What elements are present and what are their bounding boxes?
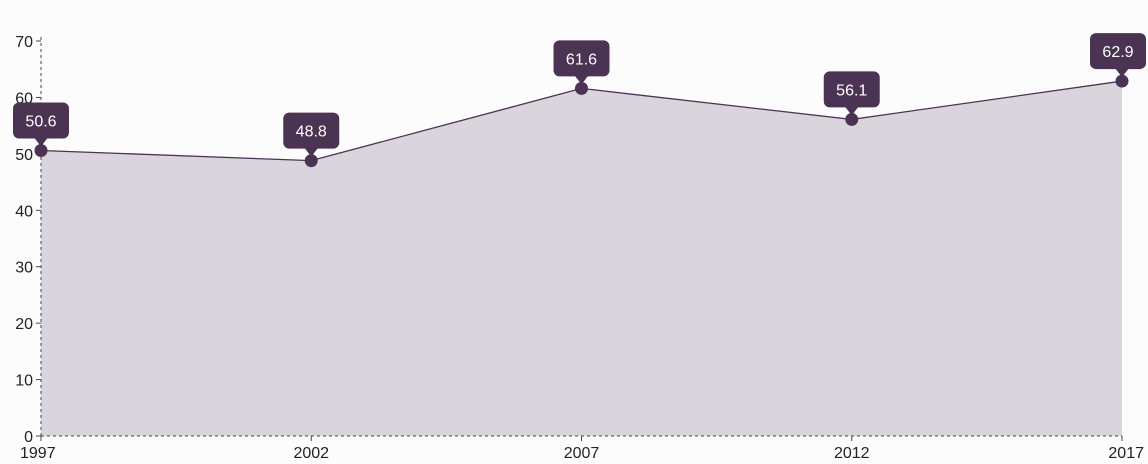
y-tick-label: 50 — [15, 147, 33, 164]
y-tick-label: 10 — [15, 373, 33, 390]
data-label-box — [13, 102, 69, 139]
data-point — [575, 81, 588, 95]
data-label: 62.9 — [1102, 44, 1133, 61]
data-label-callout: 48.8 — [283, 112, 340, 157]
data-label: 61.6 — [566, 51, 597, 68]
data-label: 56.1 — [836, 82, 867, 99]
data-label-box — [823, 71, 880, 108]
data-point — [304, 154, 318, 168]
y-tick-label: 40 — [15, 203, 33, 220]
x-tick-label: 2002 — [293, 445, 329, 462]
data-label-callout: 50.6 — [13, 102, 69, 147]
data-label: 48.8 — [296, 124, 327, 141]
data-point — [1115, 74, 1129, 88]
x-tick-label: 2012 — [834, 445, 870, 462]
data-label-pointer — [574, 75, 589, 85]
x-tick-label: 2007 — [564, 445, 600, 462]
data-point — [34, 143, 48, 157]
data-label-box — [553, 40, 610, 77]
data-label-layer: 50.6 48.8 61.6 56.1 62.9 — [13, 33, 1146, 157]
data-label-box — [283, 112, 340, 149]
x-tick-label: 2017 — [1108, 445, 1144, 462]
y-tick-label: 70 — [15, 34, 33, 51]
data-label-pointer — [304, 147, 319, 157]
data-label-callout: 61.6 — [553, 40, 610, 85]
area-layer — [40, 80, 1123, 437]
data-label: 50.6 — [25, 113, 56, 130]
data-label-pointer — [1115, 68, 1129, 78]
data-label-pointer — [34, 137, 48, 147]
data-label-pointer — [844, 106, 859, 116]
area-fill — [41, 81, 1122, 437]
data-label-box — [1090, 33, 1146, 70]
data-label-callout: 56.1 — [823, 71, 880, 116]
point-layer — [34, 74, 1129, 168]
data-label-callout: 62.9 — [1090, 33, 1146, 78]
y-tick-label: 30 — [15, 260, 33, 277]
x-tick-label: 1997 — [20, 445, 56, 462]
y-tick-label: 0 — [24, 429, 33, 446]
y-tick-label: 20 — [15, 316, 33, 333]
data-point — [845, 112, 859, 126]
